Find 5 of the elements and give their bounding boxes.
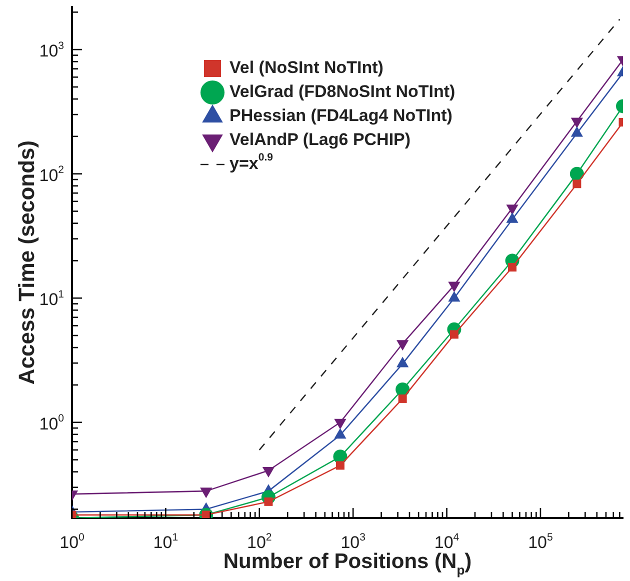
legend-label: Vel (NoSInt NoTInt) bbox=[230, 58, 384, 78]
legend-label: VelAndP (Lag6 PCHIP) bbox=[230, 130, 411, 150]
legend-label: VelGrad (FD8NoSInt NoTInt) bbox=[230, 82, 456, 102]
legend-label: PHessian (FD4Lag4 NoTInt) bbox=[230, 106, 452, 126]
y-axis-title: Access Time (seconds) bbox=[14, 140, 39, 385]
